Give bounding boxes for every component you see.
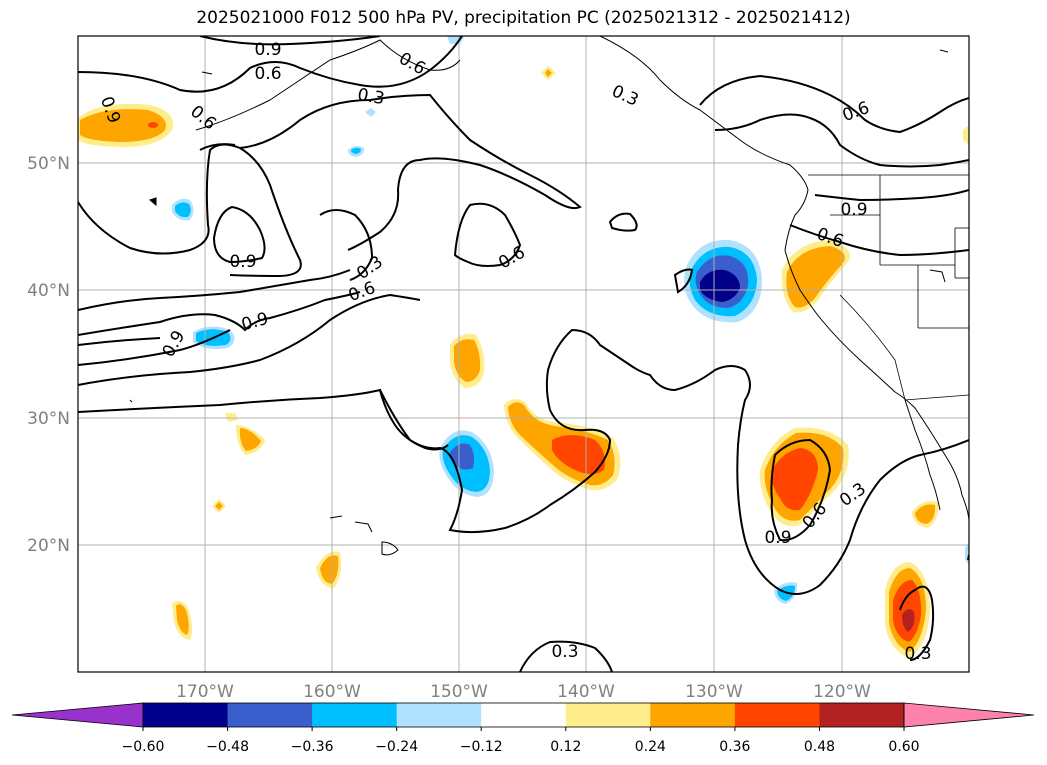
colorbar-tick-label: 0.24 [635, 739, 666, 755]
pv-contours [78, 36, 969, 672]
colorbar-segment [312, 703, 398, 727]
borders [808, 174, 969, 401]
lat-label-50: 50°N [27, 154, 70, 174]
contour-label: 0.9 [840, 200, 867, 220]
colorbar-tick-label: −0.60 [122, 739, 165, 755]
colorbar-segment [143, 703, 229, 727]
contour-label: 0.9 [254, 40, 281, 60]
coastlines [129, 36, 969, 556]
colorbar-tick-label: −0.24 [375, 739, 418, 755]
colorbar-outline [142, 702, 905, 728]
colorbar-tick-label: 0.36 [719, 739, 750, 755]
colorbar-tick-label: −0.48 [206, 739, 249, 755]
colorbar-segment [396, 703, 482, 727]
lon-label-140w: 140°W [557, 682, 615, 702]
lon-label-150w: 150°W [430, 682, 488, 702]
colorbar-tick-label: 0.48 [804, 739, 835, 755]
colorbar-segment [650, 703, 736, 727]
colorbar-segment [227, 703, 313, 727]
map-title: 2025021000 F012 500 hPa PV, precipitatio… [196, 8, 851, 28]
lon-label-120w: 120°W [813, 682, 871, 702]
lat-label-40: 40°N [27, 281, 70, 301]
contour-label: 0.3 [904, 644, 931, 664]
colorbar-extend-max [903, 702, 1035, 728]
contour-label: 0.9 [229, 252, 256, 272]
colorbar-segment [481, 703, 567, 727]
colorbar: −0.60 −0.48 −0.36 −0.24 −0.12 0.12 0.24 0.36 0.4… [11, 702, 1035, 755]
map-background [78, 36, 969, 672]
colorbar-segment [819, 703, 905, 727]
contour-label: 0.3 [551, 642, 578, 662]
lat-label-30: 30°N [27, 409, 70, 429]
contour-label: 0.6 [254, 64, 281, 84]
colorbar-extend-min [11, 702, 144, 728]
lon-label-170w: 170°W [176, 682, 234, 702]
contour-label: 0.9 [764, 528, 791, 548]
colorbar-tick-label: 0.60 [888, 739, 919, 755]
map-frame [77, 35, 970, 673]
contour-label: 0.3 [356, 85, 386, 109]
colorbar-tick-label: 0.12 [550, 739, 581, 755]
lon-label-130w: 130°W [685, 682, 743, 702]
lat-label-20: 20°N [27, 536, 70, 556]
colorbar-tick-label: −0.36 [291, 739, 334, 755]
lat-labels: 50°N 40°N 30°N 20°N [27, 154, 70, 556]
graticule [78, 36, 969, 672]
lon-labels: 170°W 160°W 150°W 140°W 130°W 120°W [176, 682, 871, 702]
colorbar-segment [565, 703, 651, 727]
colorbar-tick-label: −0.12 [460, 739, 503, 755]
colorbar-segment [734, 703, 820, 727]
lon-label-160w: 160°W [303, 682, 361, 702]
